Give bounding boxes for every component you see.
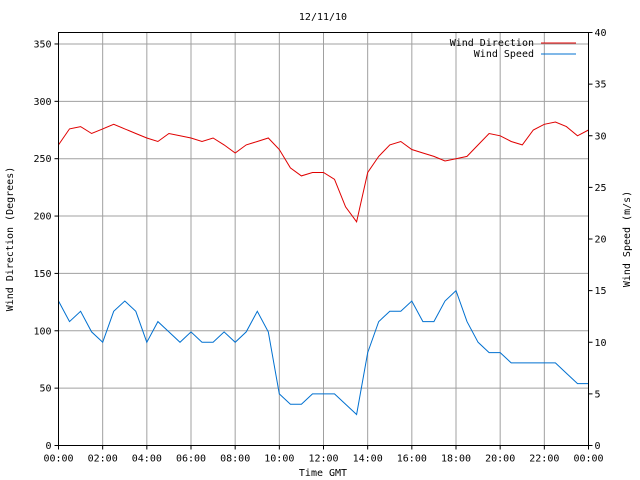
series-line-wind-speed (58, 289, 589, 416)
x-tick-label: 02:00 (88, 454, 118, 465)
right-tick-label: 30 (595, 131, 607, 142)
left-tick-label: 100 (33, 326, 51, 337)
chart-title: 12/11/10 (299, 12, 347, 23)
x-tick-label: 22:00 (529, 454, 559, 465)
x-tick-label: 06:00 (176, 454, 206, 465)
x-tick-label: 10:00 (264, 454, 294, 465)
x-tick-label: 00:00 (43, 454, 73, 465)
right-axis-label: Wind Speed (m/s) (622, 191, 633, 287)
right-tick-label: 20 (595, 235, 607, 246)
series-line-wind-direction (58, 121, 589, 223)
left-tick-label: 50 (39, 384, 51, 395)
x-tick-label: 20:00 (485, 454, 515, 465)
x-tick-label: 08:00 (220, 454, 250, 465)
left-axis-label: Wind Direction (Degrees) (5, 167, 16, 312)
left-tick-label: 250 (33, 154, 51, 165)
x-tick-label: 04:00 (132, 454, 162, 465)
legend-label-wind-direction: Wind Direction (450, 38, 534, 49)
right-tick-label: 35 (595, 80, 607, 91)
legend-label-wind-speed: Wind Speed (474, 49, 534, 60)
right-tick-label: 40 (595, 28, 607, 39)
x-tick-label: 18:00 (441, 454, 471, 465)
left-tick-label: 0 (45, 441, 51, 452)
axis-ticks (54, 32, 593, 450)
left-tick-label: 200 (33, 212, 51, 223)
right-tick-label: 25 (595, 183, 607, 194)
x-axis-label: Time GMT (299, 468, 347, 479)
right-tick-label: 10 (595, 338, 607, 349)
x-tick-label: 14:00 (353, 454, 383, 465)
x-tick-label: 12:00 (308, 454, 338, 465)
right-tick-label: 5 (595, 389, 601, 400)
left-tick-label: 150 (33, 269, 51, 280)
left-tick-label: 350 (33, 39, 51, 50)
grid (58, 32, 589, 446)
legend: Wind Direction Wind Speed (450, 38, 576, 60)
series-lines (58, 121, 589, 416)
x-tick-label: 16:00 (397, 454, 427, 465)
left-tick-label: 300 (33, 97, 51, 108)
right-tick-label: 0 (595, 441, 601, 452)
x-tick-label: 00:00 (573, 454, 603, 465)
right-tick-label: 15 (595, 286, 607, 297)
